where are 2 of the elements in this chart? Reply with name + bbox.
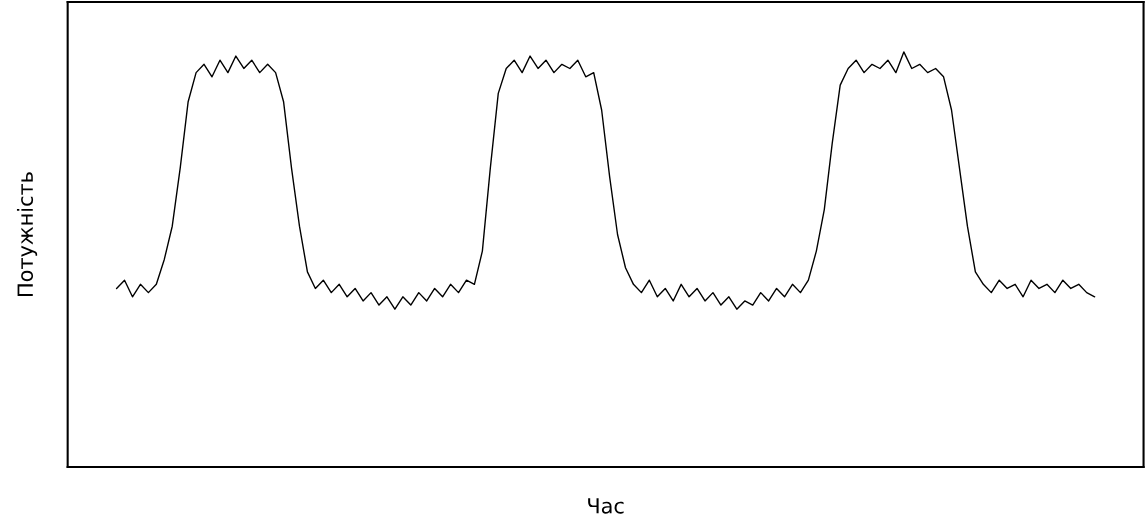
y-axis-title: Потужність [16,172,38,296]
x-axis-title: Час [588,498,624,514]
